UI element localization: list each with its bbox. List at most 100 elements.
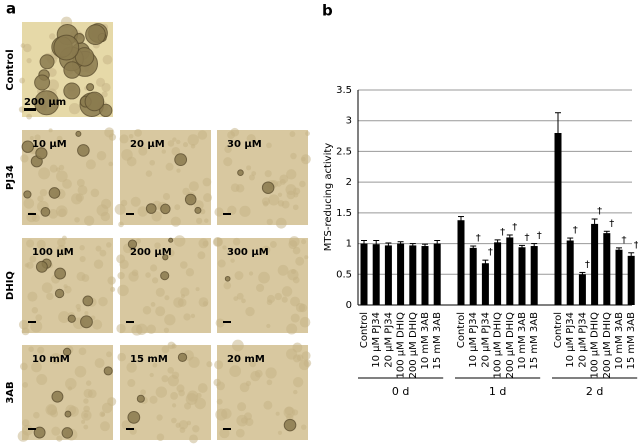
texture [164, 314, 176, 326]
spheroid [54, 288, 65, 299]
texture [223, 281, 232, 290]
texture [266, 323, 271, 329]
texture [26, 239, 35, 248]
texture [183, 313, 191, 321]
texture [286, 190, 296, 200]
x-tick-label: 100 µM DHIQ [493, 312, 504, 379]
texture [146, 324, 156, 334]
texture [229, 365, 242, 377]
texture [39, 188, 48, 197]
scale-bar [126, 213, 134, 215]
texture [206, 361, 213, 368]
texture [202, 177, 212, 187]
texture [224, 145, 232, 154]
texture [63, 284, 68, 289]
texture [185, 393, 198, 406]
texture [230, 183, 240, 193]
texture [117, 284, 129, 297]
texture [292, 276, 300, 284]
texture [170, 216, 181, 227]
texture [49, 33, 56, 40]
texture [100, 412, 105, 417]
texture [188, 356, 200, 368]
texture [85, 380, 92, 386]
image-label: 100 µM [32, 247, 74, 258]
texture [279, 174, 289, 184]
texture [127, 379, 136, 388]
x-tick-label: 10 mM 3AB [517, 312, 528, 370]
significance-mark: † [622, 235, 627, 246]
texture [221, 408, 232, 419]
spheroid [48, 187, 61, 199]
x-tick-label: 10 mM 3AB [614, 312, 625, 370]
texture [178, 420, 189, 430]
spheroid [35, 147, 48, 160]
texture [126, 362, 137, 373]
significance-mark: † [525, 232, 530, 243]
bar [518, 247, 526, 305]
scale-bar [28, 213, 36, 215]
texture [173, 297, 184, 308]
texture [94, 358, 105, 368]
texture [233, 296, 239, 301]
texture [85, 159, 96, 170]
texture [75, 303, 81, 310]
bar [409, 245, 417, 305]
texture [185, 268, 195, 277]
image-label: 30 µM [227, 139, 262, 150]
texture [75, 193, 84, 202]
spheroid [85, 24, 106, 46]
texture [48, 128, 53, 133]
texture [26, 58, 32, 64]
x-tick-label: 20 µM PJ34 [577, 312, 588, 368]
texture [301, 351, 311, 361]
texture [195, 287, 200, 292]
texture [236, 414, 248, 427]
image-label: 300 µM [227, 247, 269, 258]
texture [149, 159, 156, 166]
texture [90, 188, 100, 198]
texture [175, 422, 181, 428]
significance-mark: † [634, 240, 638, 251]
texture [35, 314, 43, 321]
x-tick-label: Control [553, 312, 564, 348]
spheroid [237, 169, 244, 177]
significance-mark: † [537, 231, 542, 242]
texture [81, 410, 92, 421]
texture [121, 149, 133, 161]
texture [202, 240, 209, 247]
texture [281, 286, 293, 297]
texture [214, 360, 224, 370]
texture [95, 77, 106, 87]
texture [245, 380, 252, 387]
scale-bar [223, 428, 231, 430]
texture [305, 131, 310, 136]
spheroid [34, 90, 60, 116]
texture [67, 386, 73, 391]
texture [232, 237, 241, 246]
y-tick-label: 3.5 [336, 85, 352, 96]
texture [49, 164, 58, 173]
texture [29, 255, 37, 263]
texture [140, 389, 146, 396]
texture [84, 311, 89, 316]
texture [293, 389, 298, 395]
spheroid [80, 315, 93, 329]
texture [234, 271, 244, 280]
spheroid [75, 130, 82, 137]
texture [222, 245, 227, 250]
texture [197, 383, 208, 393]
spheroid [82, 295, 94, 307]
texture [292, 204, 299, 211]
spheroid [51, 390, 64, 403]
texture [78, 347, 87, 356]
texture [233, 353, 241, 361]
texture [65, 378, 77, 390]
texture [275, 217, 287, 229]
texture [130, 196, 141, 207]
spheroid [174, 153, 188, 167]
texture [116, 254, 126, 264]
texture [117, 352, 126, 362]
texture [28, 346, 34, 352]
texture [182, 142, 188, 148]
